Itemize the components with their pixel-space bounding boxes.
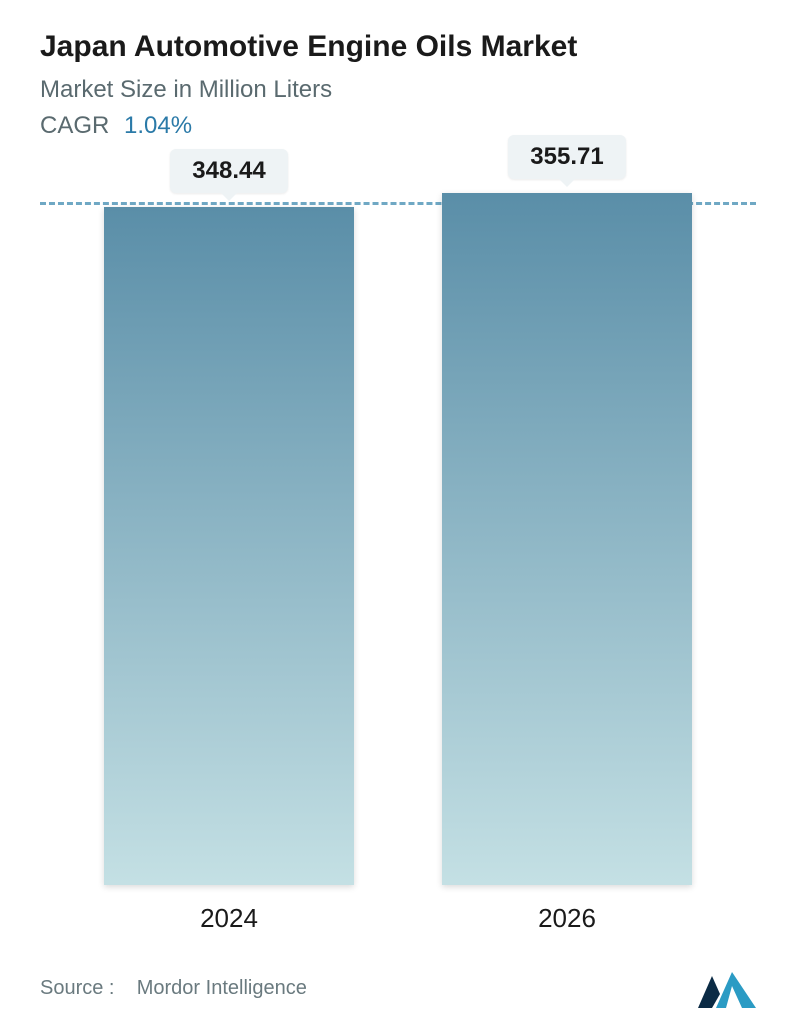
x-axis-label: 2024 <box>104 903 354 934</box>
source-text: Source : Mordor Intelligence <box>40 977 307 1000</box>
bar-group: 348.44 <box>104 180 354 885</box>
chart-subtitle: Market Size in Million Liters <box>40 76 756 104</box>
x-axis-label: 2026 <box>442 903 692 934</box>
source-label: Source : <box>40 977 114 999</box>
chart-container: Japan Automotive Engine Oils Market Mark… <box>0 0 796 1034</box>
bar-value-label: 348.44 <box>170 149 287 193</box>
bar-value-label: 355.71 <box>508 135 625 179</box>
bar-group: 355.71 <box>442 180 692 885</box>
source-name: Mordor Intelligence <box>137 977 307 999</box>
x-axis-labels: 2024 2026 <box>40 885 756 962</box>
bar <box>104 207 354 885</box>
cagr-label: CAGR <box>40 112 109 139</box>
brand-logo-icon <box>698 968 756 1008</box>
chart-footer: Source : Mordor Intelligence <box>40 962 756 1014</box>
chart-title: Japan Automotive Engine Oils Market <box>40 30 756 64</box>
cagr-value: 1.04% <box>124 112 192 139</box>
chart-plot-area: 348.44 355.71 <box>40 180 756 885</box>
value-label-wrap: 348.44 <box>104 149 354 193</box>
bar <box>442 193 692 885</box>
value-label-wrap: 355.71 <box>442 135 692 179</box>
